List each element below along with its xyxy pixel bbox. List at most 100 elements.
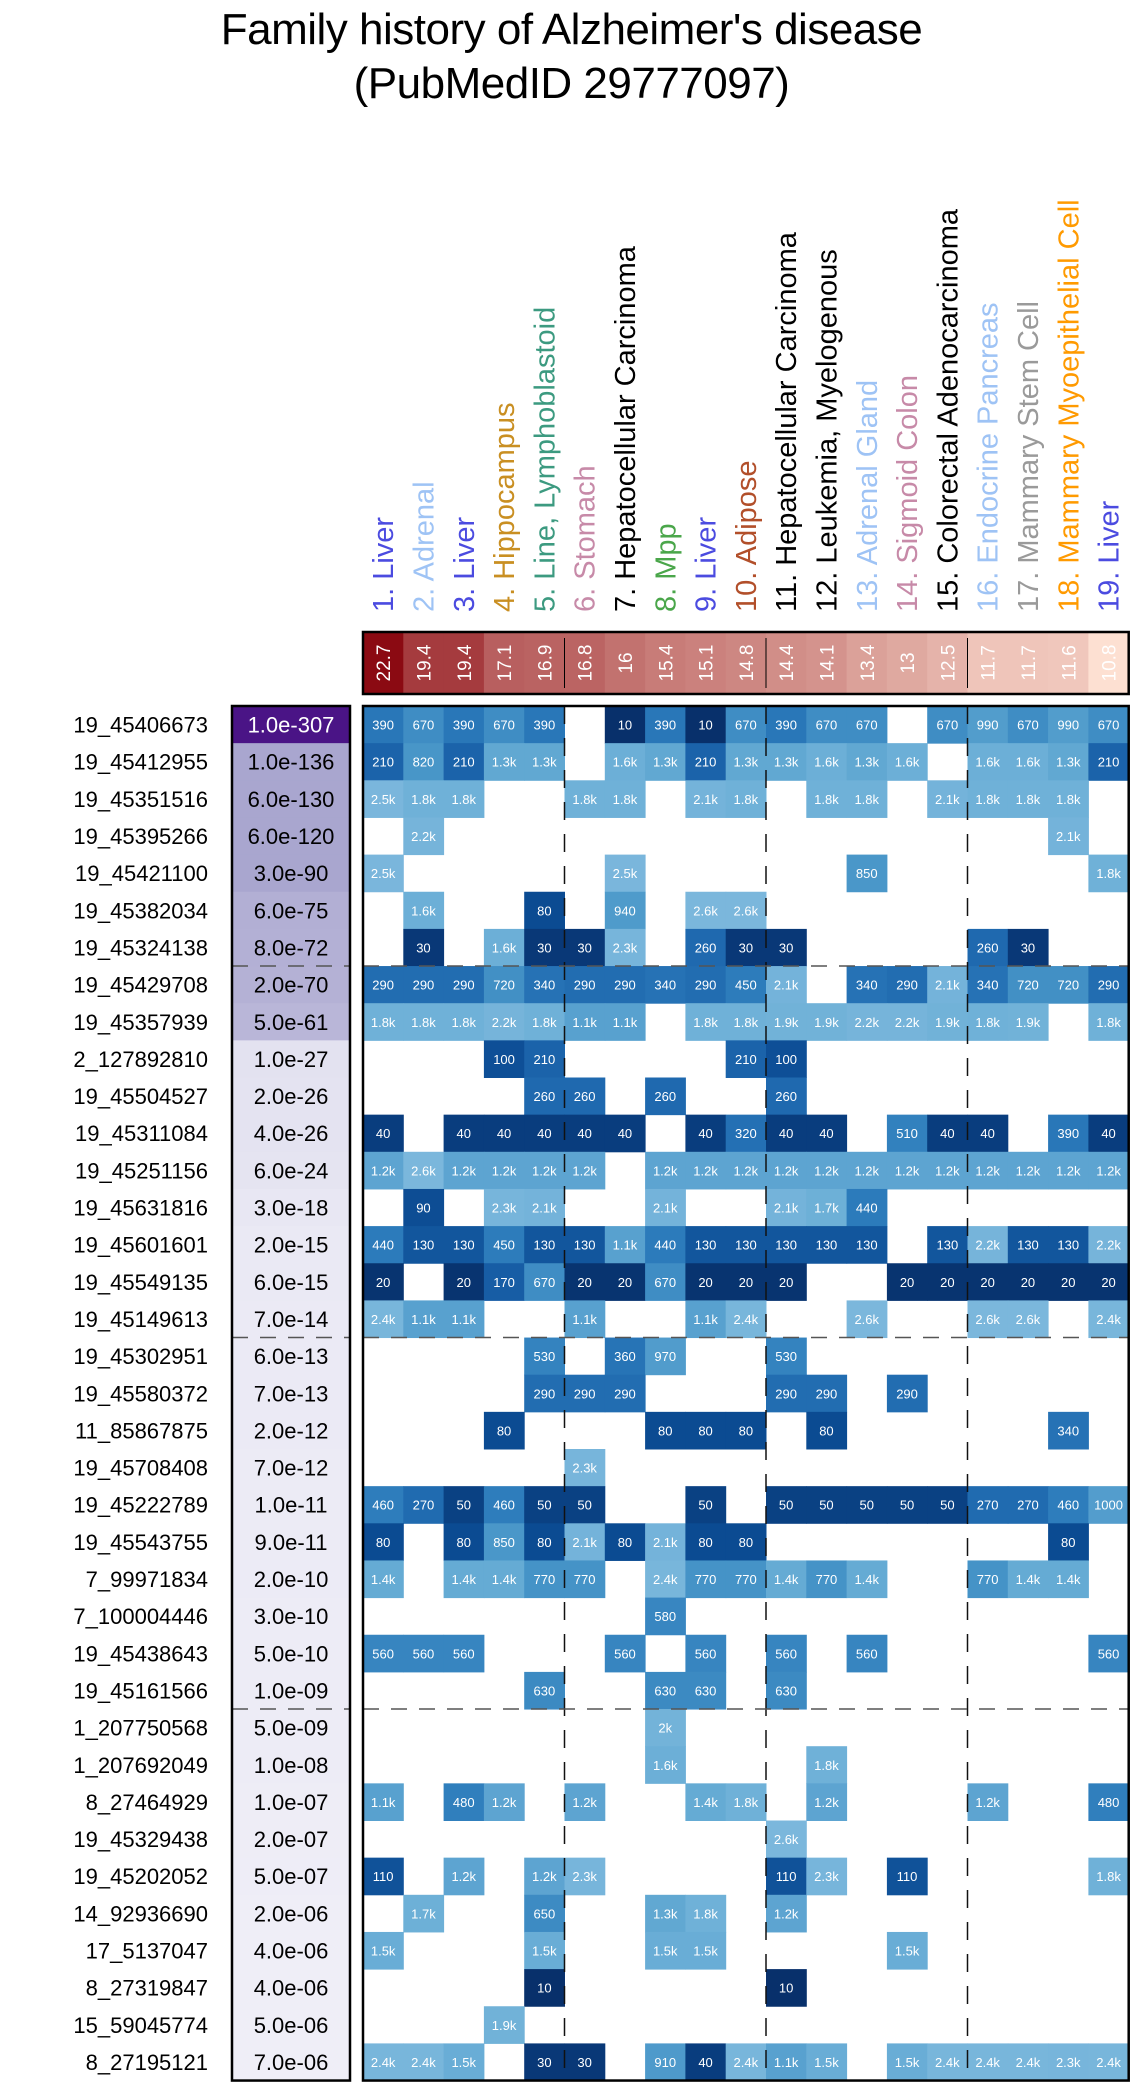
pvalue-label: 6.0e-75: [254, 898, 329, 923]
heatmap-cell: [725, 706, 767, 744]
heatmap-cell: [685, 1263, 727, 1301]
column-label: 12. Leukemia, Myelogenous: [811, 249, 843, 612]
heatmap-cell: [725, 1151, 767, 1190]
cell-label: 1.2k: [532, 1163, 557, 1178]
cell-label: 670: [533, 1275, 555, 1290]
heatmap-cell: [524, 1263, 565, 1301]
heatmap-cell: [403, 1486, 445, 1524]
heatmap-cell: [1088, 1300, 1130, 1339]
heatmap-cell: [524, 1188, 565, 1227]
pvalue-cell: [232, 1114, 350, 1153]
heatmap-cell: [443, 1857, 485, 1896]
cell-label: 290: [775, 1386, 797, 1401]
heatmap-cell: [564, 928, 606, 967]
cell-label: 1.1k: [371, 1795, 396, 1810]
heatmap-cell: [645, 2043, 686, 2082]
heatmap-cell: [725, 1040, 767, 1078]
chart-title-line2: (PubMedID 29777097): [353, 59, 790, 108]
heatmap-cell: [363, 854, 404, 893]
heatmap-cell: [645, 1077, 686, 1116]
heatmap-cell: [604, 854, 646, 893]
heatmap-cell: [443, 1300, 485, 1339]
cell-label: 2.4k: [734, 1312, 759, 1327]
heatmap-cell: [725, 1523, 767, 1561]
pvalue-cell: [232, 1969, 350, 2007]
heatmap-cell: [806, 2043, 848, 2082]
pvalue-label: 1.0e-11: [255, 1493, 328, 1518]
snp-label: 15_59045774: [73, 2013, 208, 2038]
cell-label: 2.3k: [572, 1461, 597, 1476]
snp-label: 7_99971834: [86, 1567, 208, 1592]
heatmap-cell: [645, 1709, 686, 1747]
cell-label: 50: [698, 1498, 712, 1513]
cell-label: 670: [936, 718, 958, 733]
pvalue-label: 4.0e-06: [254, 1976, 329, 2001]
cell-label: 80: [618, 1535, 632, 1550]
cell-label: 670: [1098, 718, 1120, 733]
score-label: 10.8: [1100, 645, 1121, 682]
score-cell: [766, 632, 807, 694]
heatmap-cell: [967, 706, 1009, 744]
heatmap-cell: [685, 780, 727, 818]
cell-label: 2.6k: [854, 1312, 879, 1327]
score-label: 11.7: [979, 645, 1000, 681]
cell-label: 20: [940, 1275, 954, 1290]
cell-label: 80: [376, 1535, 390, 1550]
cell-label: 30: [779, 940, 793, 955]
column-label: 14. Sigmoid Colon: [892, 375, 924, 612]
score-label: 16.8: [576, 645, 597, 682]
heatmap-cell: [363, 1560, 404, 1599]
heatmap-cell: [1007, 1226, 1049, 1264]
heatmap-cell: [846, 1003, 888, 1041]
pvalue-label: 3.0e-18: [254, 1196, 329, 1221]
heatmap-cell: [846, 1300, 888, 1339]
heatmap-cell: [685, 1931, 727, 1970]
heatmap-cell: [363, 706, 404, 744]
heatmap-cell: [766, 1077, 807, 1116]
cell-label: 110: [897, 1869, 918, 1884]
cell-label: 20: [577, 1275, 591, 1290]
cell-label: 1.6k: [411, 903, 436, 918]
heatmap-cell: [483, 2006, 525, 2044]
heatmap-cell: [927, 1151, 968, 1190]
heatmap-cell: [685, 1894, 727, 1933]
cell-label: 40: [698, 2055, 712, 2070]
cell-label: 40: [457, 1126, 471, 1141]
cell-label: 1.8k: [411, 792, 436, 807]
heatmap-cell: [403, 1003, 445, 1041]
cell-label: 110: [373, 1869, 394, 1884]
heatmap-cell: [403, 1894, 445, 1933]
pvalue-label: 5.0e-07: [254, 1864, 329, 1889]
pvalue-label: 2.0e-06: [254, 1901, 329, 1926]
cell-label: 30: [577, 940, 591, 955]
cell-label: 390: [453, 718, 475, 733]
pvalue-label: 1.0e-09: [254, 1678, 329, 1703]
heatmap-cell: [524, 1374, 565, 1413]
score-cell: [604, 632, 646, 694]
heatmap-cell: [524, 1931, 565, 1970]
cell-label: 990: [977, 718, 999, 733]
heatmap-cell: [403, 2043, 445, 2082]
cell-label: 2.1k: [935, 792, 960, 807]
cell-label: 440: [856, 1201, 878, 1216]
cell-label: 630: [775, 1683, 797, 1698]
pvalue-cell: [232, 1003, 350, 1041]
snp-label: 19_45543755: [73, 1530, 208, 1555]
heatmap-cell: [1088, 1857, 1130, 1896]
cell-label: 360: [614, 1349, 636, 1364]
cell-label: 1.5k: [451, 2055, 476, 2070]
cell-label: 670: [816, 718, 838, 733]
cell-label: 80: [739, 1423, 753, 1438]
cell-label: 20: [1021, 1275, 1035, 1290]
cell-label: 80: [658, 1423, 672, 1438]
heatmap-cell: [443, 1226, 485, 1264]
pvalue-label: 3.0e-10: [254, 1604, 329, 1629]
cell-label: 1.2k: [492, 1795, 517, 1810]
heatmap-cell: [564, 1226, 606, 1264]
cell-label: 450: [493, 1238, 515, 1253]
cell-label: 1.2k: [814, 1163, 839, 1178]
cell-label: 560: [413, 1646, 435, 1661]
cell-label: 2k: [658, 1721, 672, 1736]
cell-label: 1.3k: [532, 755, 557, 770]
snp-label: 14_92936690: [73, 1901, 208, 1926]
